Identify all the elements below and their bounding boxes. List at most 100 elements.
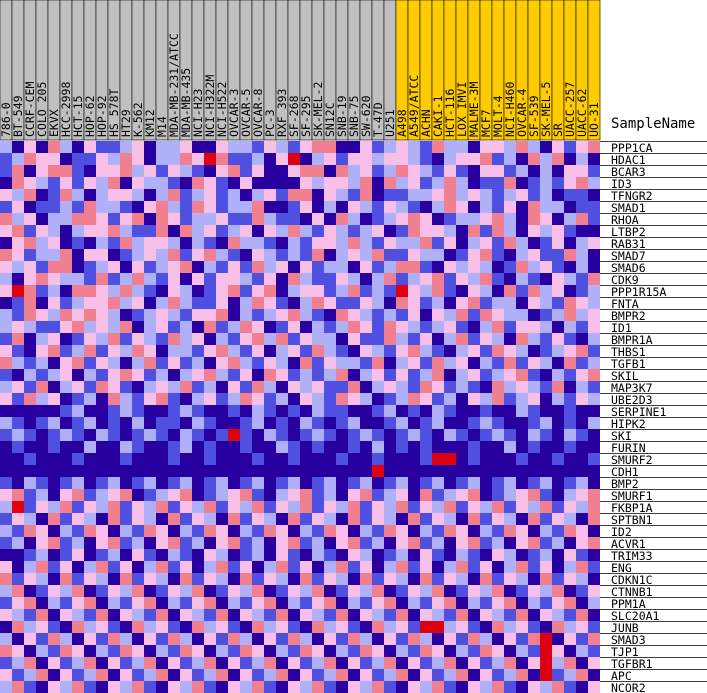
- heatmap-cell: [168, 357, 180, 369]
- heatmap-cell: [384, 285, 396, 297]
- heatmap-cell: [432, 429, 444, 441]
- heatmap-cell: [228, 297, 240, 309]
- heatmap-cell: [228, 537, 240, 549]
- heatmap-cell: [228, 225, 240, 237]
- heatmap-cell: [192, 489, 204, 501]
- heatmap-cell: [432, 345, 444, 357]
- heatmap-cell: [444, 357, 456, 369]
- heatmap-cell: [504, 249, 516, 261]
- heatmap-cell: [396, 585, 408, 597]
- heatmap-cell: [516, 501, 528, 513]
- heatmap-cell: [384, 261, 396, 273]
- heatmap-cell: [108, 261, 120, 273]
- heatmap-cell: [564, 249, 576, 261]
- heatmap-cell: [420, 477, 432, 489]
- heatmap-cell: [108, 369, 120, 381]
- heatmap-cell: [108, 201, 120, 213]
- heatmap-cell: [216, 585, 228, 597]
- heatmap-cell: [348, 465, 360, 477]
- heatmap-cell: [528, 165, 540, 177]
- heatmap-cell: [420, 177, 432, 189]
- heatmap-cell: [408, 165, 420, 177]
- heatmap-cell: [408, 189, 420, 201]
- heatmap-cell: [504, 333, 516, 345]
- heatmap-cell: [432, 453, 444, 465]
- heatmap-cell: [204, 645, 216, 657]
- heatmap-cell: [336, 405, 348, 417]
- heatmap-cell: [588, 657, 600, 669]
- heatmap-cell: [564, 597, 576, 609]
- heatmap-cell: [504, 321, 516, 333]
- heatmap-cell: [216, 381, 228, 393]
- heatmap-cell: [372, 525, 384, 537]
- heatmap-cell: [48, 165, 60, 177]
- heatmap-cell: [372, 549, 384, 561]
- heatmap-cell: [48, 453, 60, 465]
- heatmap-cell: [72, 417, 84, 429]
- heatmap-cell: [336, 621, 348, 633]
- heatmap-cell: [336, 309, 348, 321]
- heatmap-cell: [360, 369, 372, 381]
- heatmap-cell: [336, 345, 348, 357]
- heatmap-cell: [324, 573, 336, 585]
- heatmap-cell: [408, 585, 420, 597]
- heatmap-cell: [228, 249, 240, 261]
- row-label: MAP3K7: [611, 381, 653, 395]
- heatmap-cell: [372, 669, 384, 681]
- heatmap-cell: [492, 453, 504, 465]
- heatmap-cell: [72, 261, 84, 273]
- heatmap-cell: [552, 429, 564, 441]
- heatmap-cell: [12, 309, 24, 321]
- heatmap-cell: [516, 477, 528, 489]
- heatmap-cell: [84, 633, 96, 645]
- heatmap-cell: [420, 405, 432, 417]
- heatmap-cell: [84, 369, 96, 381]
- heatmap-cell: [444, 549, 456, 561]
- heatmap-cell: [372, 453, 384, 465]
- heatmap-cell: [372, 609, 384, 621]
- heatmap-cell: [540, 621, 552, 633]
- heatmap-cell: [456, 441, 468, 453]
- heatmap-cell: [456, 177, 468, 189]
- heatmap-cell: [252, 657, 264, 669]
- heatmap-cell: [120, 585, 132, 597]
- heatmap-cell: [204, 429, 216, 441]
- heatmap-cell: [252, 645, 264, 657]
- heatmap-cell: [60, 153, 72, 165]
- column-label: MALME-3M: [467, 82, 481, 137]
- heatmap-cell: [348, 153, 360, 165]
- heatmap-cell: [324, 189, 336, 201]
- heatmap-cell: [12, 645, 24, 657]
- heatmap-cell: [0, 153, 12, 165]
- heatmap-cell: [576, 537, 588, 549]
- heatmap-cell: [504, 561, 516, 573]
- heatmap-cell: [336, 369, 348, 381]
- heatmap-cell: [540, 645, 552, 657]
- heatmap-cell: [408, 213, 420, 225]
- heatmap-cell: [36, 357, 48, 369]
- heatmap-cell: [396, 405, 408, 417]
- heatmap-cell: [288, 345, 300, 357]
- heatmap-cell: [48, 153, 60, 165]
- heatmap-cell: [12, 609, 24, 621]
- heatmap-cell: [300, 393, 312, 405]
- heatmap-cell: [36, 321, 48, 333]
- heatmap-cell: [48, 357, 60, 369]
- heatmap-cell: [588, 189, 600, 201]
- column-label: A498: [395, 109, 409, 137]
- heatmap-cell: [48, 537, 60, 549]
- heatmap-cell: [228, 489, 240, 501]
- heatmap-cell: [480, 369, 492, 381]
- heatmap-cell: [156, 273, 168, 285]
- heatmap-cell: [420, 357, 432, 369]
- heatmap-cell: [504, 177, 516, 189]
- heatmap-cell: [228, 477, 240, 489]
- heatmap-cell: [504, 645, 516, 657]
- heatmap-cell: [312, 453, 324, 465]
- heatmap-cell: [264, 609, 276, 621]
- heatmap-cell: [192, 225, 204, 237]
- heatmap-cell: [408, 333, 420, 345]
- heatmap-cell: [432, 141, 444, 153]
- heatmap-cell: [288, 453, 300, 465]
- heatmap-cell: [288, 285, 300, 297]
